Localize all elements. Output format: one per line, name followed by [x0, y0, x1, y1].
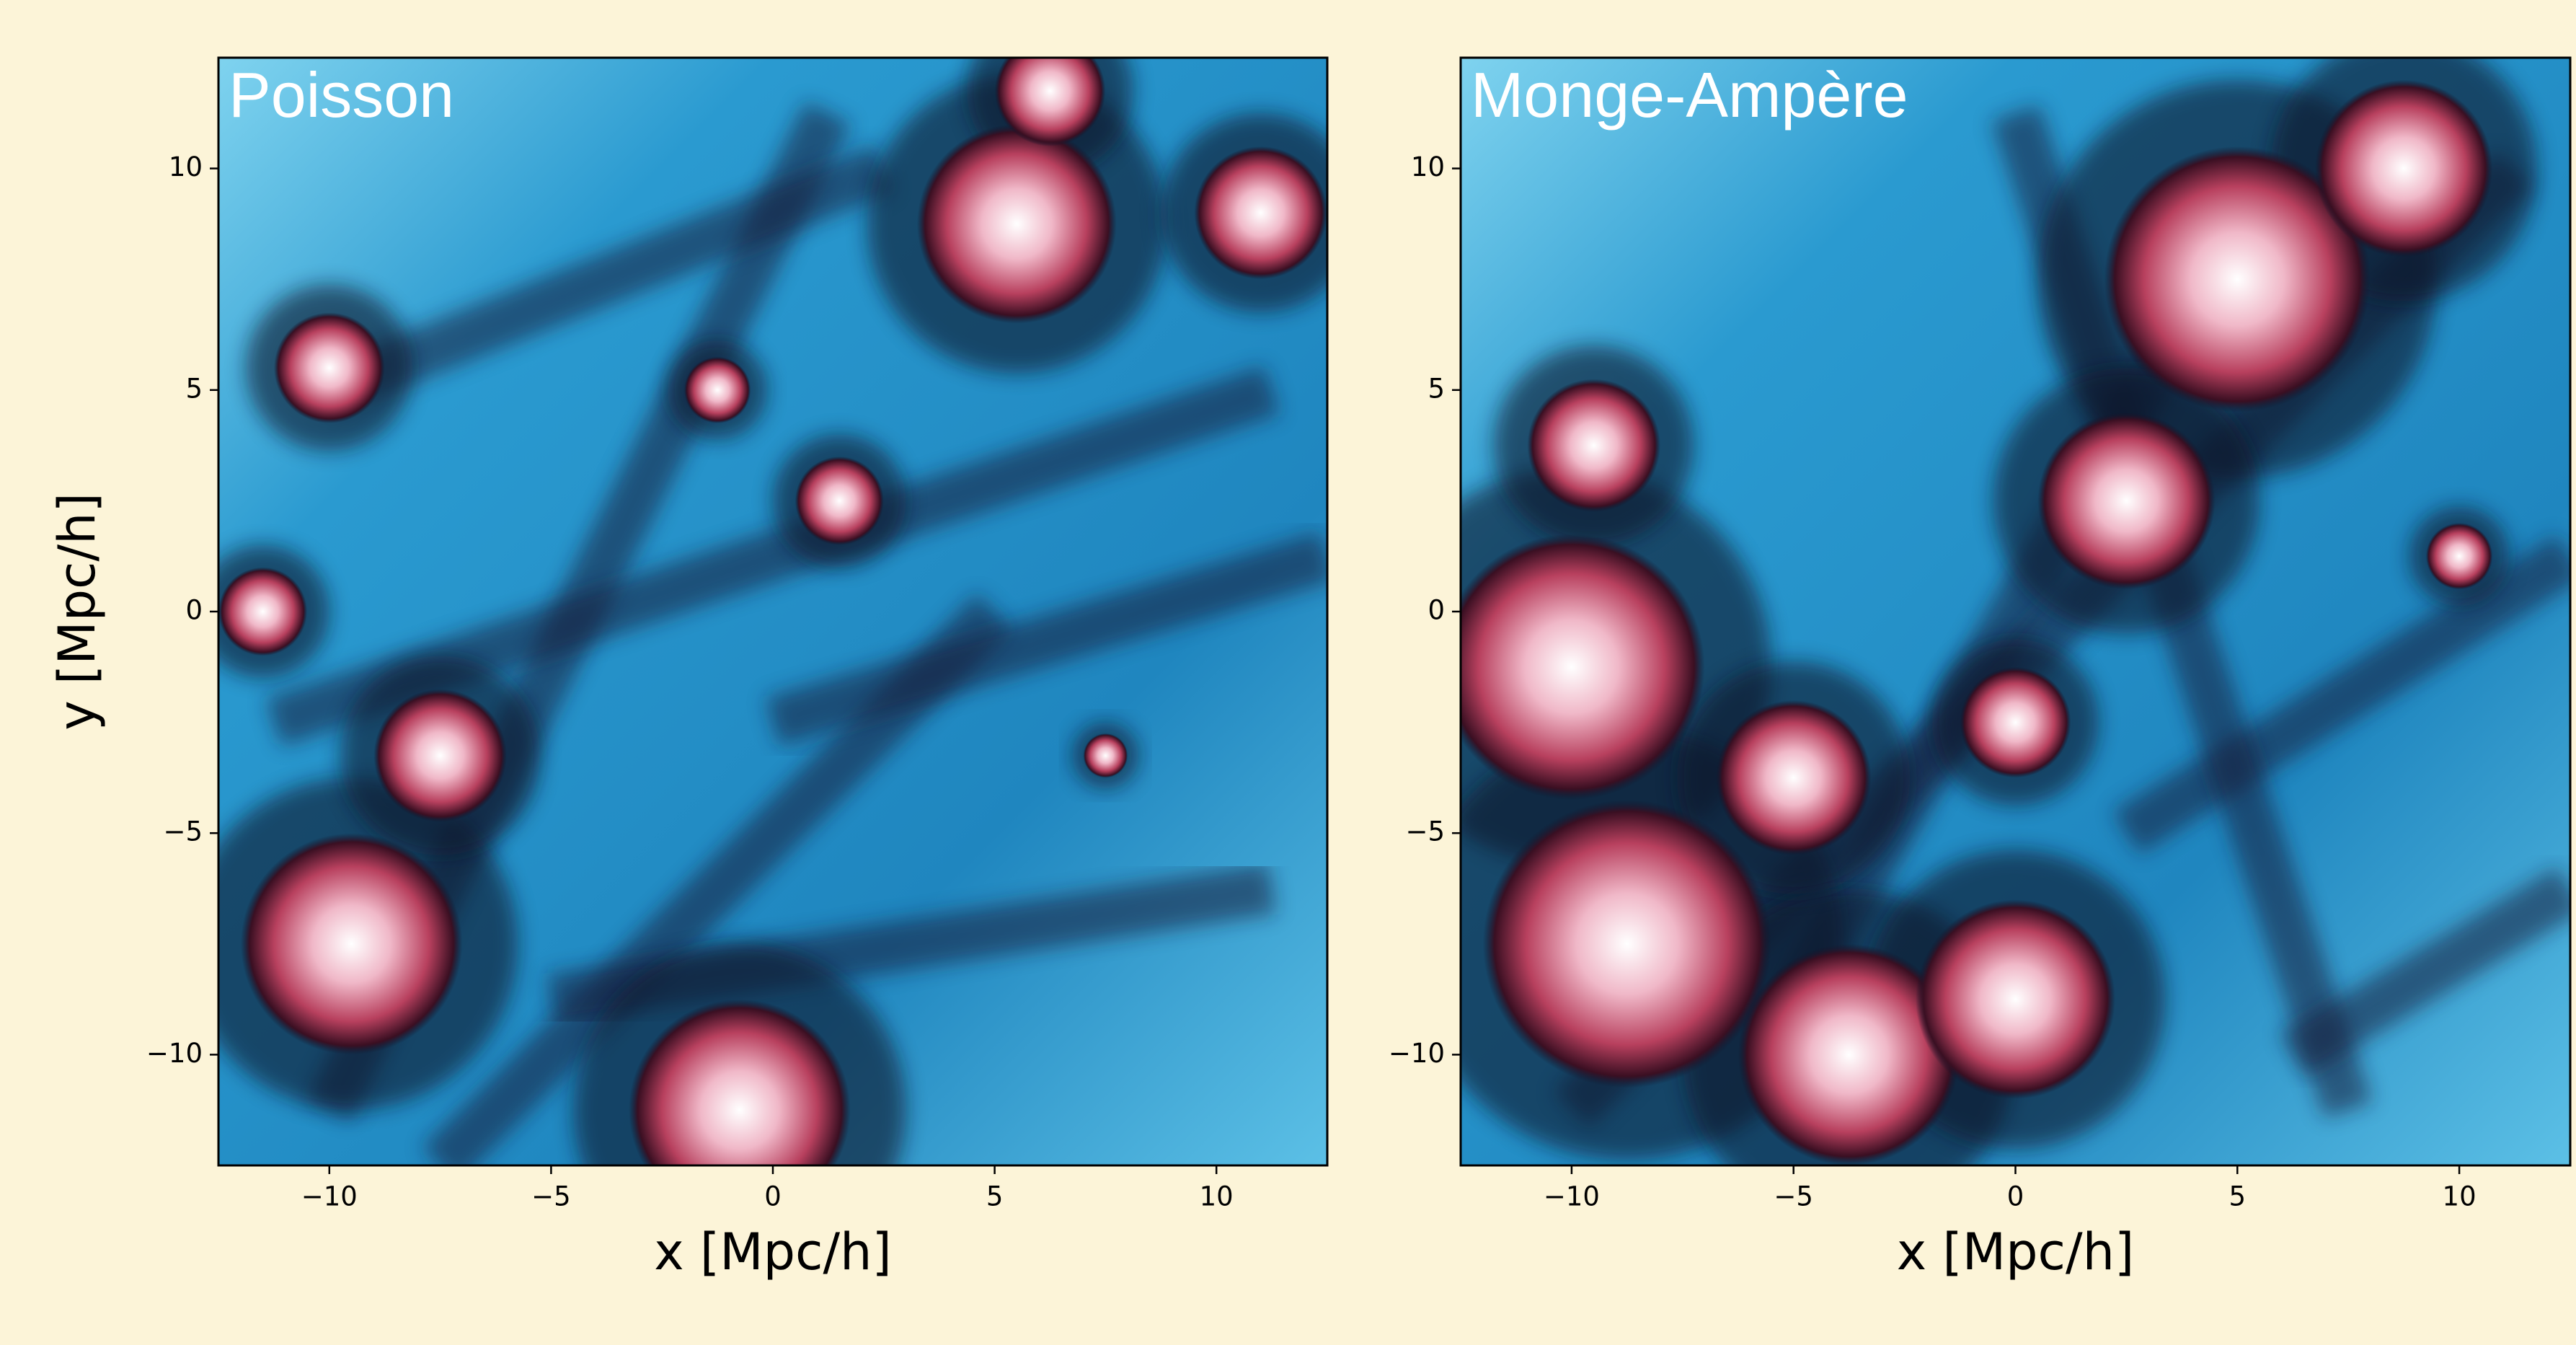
density-blob — [273, 312, 385, 423]
density-image — [218, 58, 1327, 1165]
x-tick-label: 10 — [2443, 1181, 2477, 1212]
panel-title: Poisson — [229, 59, 454, 131]
density-blob — [916, 124, 1117, 324]
density-blob — [1738, 943, 1960, 1165]
y-axis-label: y [Mpc/h] — [48, 493, 107, 731]
y-tick-label: 0 — [185, 595, 203, 626]
filament — [2280, 866, 2570, 1077]
y-tick-label: −5 — [1405, 816, 1445, 847]
x-axis-label: x [Mpc/h] — [654, 1222, 892, 1282]
density-blob — [1527, 379, 1661, 512]
y-tick-label: 10 — [169, 151, 203, 182]
x-tick-label: 5 — [2229, 1181, 2247, 1212]
y-tick-label: 5 — [1428, 373, 1445, 404]
density-blob — [1915, 899, 2116, 1099]
density-blob — [1461, 534, 1705, 801]
x-tick-label: −10 — [1544, 1181, 1600, 1212]
filament — [2112, 534, 2570, 855]
density-blob — [240, 833, 463, 1055]
filament — [765, 532, 1327, 747]
y-tick-label: −5 — [163, 816, 203, 847]
filament — [319, 145, 893, 414]
y-tick-label: 10 — [1411, 151, 1445, 182]
x-axis-label: x [Mpc/h] — [1897, 1222, 2135, 1282]
x-tick-label: −5 — [1774, 1181, 1813, 1212]
density-image — [1461, 58, 2570, 1165]
x-tick-label: 10 — [1200, 1181, 1234, 1212]
density-blob — [1083, 733, 1128, 778]
density-blob — [795, 456, 884, 545]
y-tick-label: 5 — [185, 373, 203, 404]
density-blob — [2315, 79, 2493, 257]
density-blob — [1482, 800, 1771, 1088]
density-blob — [1194, 146, 1327, 280]
y-tick-label: 0 — [1428, 595, 1445, 626]
y-tick-label: −10 — [1389, 1038, 1445, 1069]
density-blob — [1715, 700, 1872, 855]
x-tick-label: −10 — [301, 1181, 358, 1212]
density-blob — [2425, 523, 2493, 590]
density-blob — [2104, 146, 2371, 413]
x-tick-label: −5 — [531, 1181, 571, 1212]
x-tick-label: 0 — [764, 1181, 782, 1212]
density-blob — [218, 567, 308, 656]
panel: Poisson −10 −5 0 5 10 −10 −5 0 5 10 x [Mpc/h] y [Mpc… — [48, 56, 1329, 1282]
density-blob — [1960, 666, 2071, 778]
density-blob — [629, 999, 851, 1165]
density-blob — [373, 689, 507, 822]
panel-title: Monge-Ampère — [1471, 59, 1908, 131]
density-blob — [2037, 412, 2216, 590]
x-tick-label: 5 — [986, 1181, 1004, 1212]
density-blob — [683, 356, 751, 423]
x-tick-label: 0 — [2007, 1181, 2024, 1212]
density-blob — [994, 58, 1106, 146]
y-tick-label: −10 — [146, 1038, 203, 1069]
panel: Monge-Ampère −10 −5 0 5 10 −10 −5 0 5 10 x [Mpc/h] — [1389, 56, 2572, 1282]
